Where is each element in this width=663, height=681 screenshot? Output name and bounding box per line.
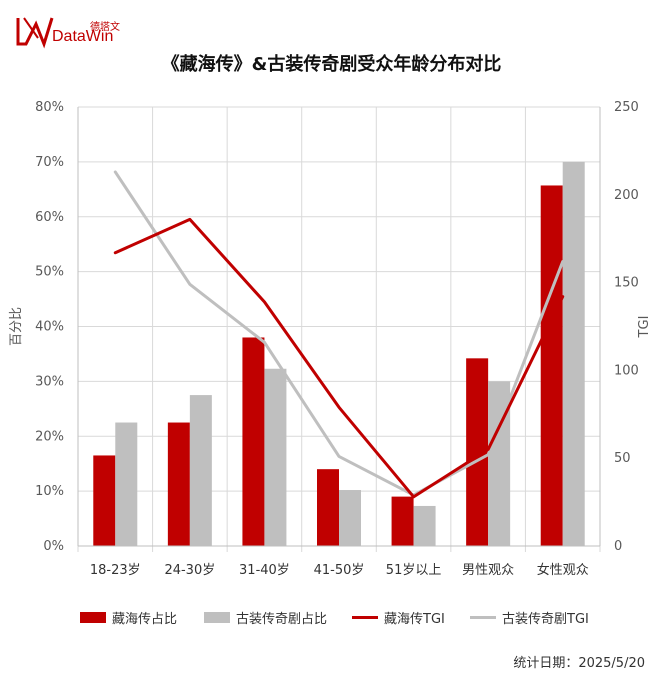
legend-swatch-series-2 — [204, 612, 230, 623]
bar-series-1 — [242, 337, 265, 546]
legend-swatch-series-1 — [80, 612, 106, 623]
x-tick-label: 男性观众 — [462, 563, 514, 578]
y-tick-label: 70% — [35, 155, 64, 170]
bar-series-2 — [189, 395, 212, 546]
bar-series-1 — [391, 496, 414, 546]
bar-series-2 — [339, 490, 361, 546]
bar-series-1 — [317, 469, 339, 546]
bar-series-2 — [488, 381, 511, 546]
y-tick-label: 30% — [35, 374, 64, 389]
bar-series-2 — [562, 161, 585, 546]
bar-series-2 — [413, 505, 436, 546]
legend-item-series-3: 藏海传TGI — [352, 608, 445, 627]
y2-tick-label: 100 — [614, 363, 639, 378]
brand-name-cn: 德塔文 — [90, 22, 120, 33]
legend-item-series-2: 古装传奇剧占比 — [204, 608, 327, 627]
age-distribution-chart: 0% 10% 20% 30% 40% 50% 60% 70% 80% 0 50 100 150 200 25… — [9, 100, 652, 578]
y-tick-label: 50% — [35, 265, 64, 280]
y2-tick-label: 0 — [614, 539, 622, 554]
line-series-3 — [113, 217, 565, 499]
legend-item-series-1: 藏海传占比 — [80, 608, 177, 627]
y2-tick-label: 150 — [614, 276, 639, 291]
y2-axis-label: TGI — [637, 316, 652, 339]
bar-series-1 — [93, 455, 116, 546]
legend-label-series-4: 古装传奇剧TGI — [502, 612, 589, 627]
legend-label-series-3: 藏海传TGI — [384, 612, 445, 627]
stat-date: 统计日期：2025/5/20 — [513, 656, 645, 671]
y-tick-label: 10% — [35, 484, 64, 499]
datawin-logo-icon — [16, 17, 54, 49]
y-tick-label: 80% — [35, 100, 64, 115]
y-tick-label: 40% — [35, 320, 64, 335]
legend-label-series-1: 藏海传占比 — [112, 612, 178, 627]
x-tick-label: 31-40岁 — [239, 563, 290, 578]
x-tick-label: 51岁以上 — [386, 563, 442, 578]
y2-tick-label: 200 — [614, 188, 639, 203]
chart-legend: 藏海传占比 古装传奇剧占比 藏海传TGI 古装传奇剧TGI — [0, 608, 663, 628]
y-tick-label: 60% — [35, 210, 64, 225]
y2-tick-label: 250 — [614, 100, 639, 115]
brand-name-en: DataWin — [52, 28, 114, 45]
bar-series-2 — [115, 422, 138, 546]
x-tick-label: 24-30岁 — [164, 563, 215, 578]
y-axis-label: 百分比 — [9, 307, 24, 346]
bar-series-1 — [167, 422, 190, 546]
legend-label-series-2: 古装传奇剧占比 — [236, 612, 328, 627]
y2-tick-label: 50 — [614, 451, 631, 466]
line-series-4 — [113, 170, 565, 497]
bar-series-2 — [264, 368, 287, 546]
bar-series-1 — [540, 185, 563, 546]
y-tick-label: 20% — [35, 429, 64, 444]
y-tick-label: 0% — [43, 539, 64, 554]
legend-swatch-series-3 — [352, 616, 378, 619]
x-tick-label: 18-23岁 — [90, 563, 141, 578]
x-tick-label: 女性观众 — [537, 562, 589, 578]
x-tick-label: 41-50岁 — [314, 563, 365, 578]
legend-item-series-4: 古装传奇剧TGI — [470, 608, 589, 627]
chart-title: 《藏海传》&古装传奇剧受众年龄分布对比 — [161, 54, 502, 75]
legend-swatch-series-4 — [470, 616, 496, 619]
bar-series-1 — [466, 358, 489, 546]
